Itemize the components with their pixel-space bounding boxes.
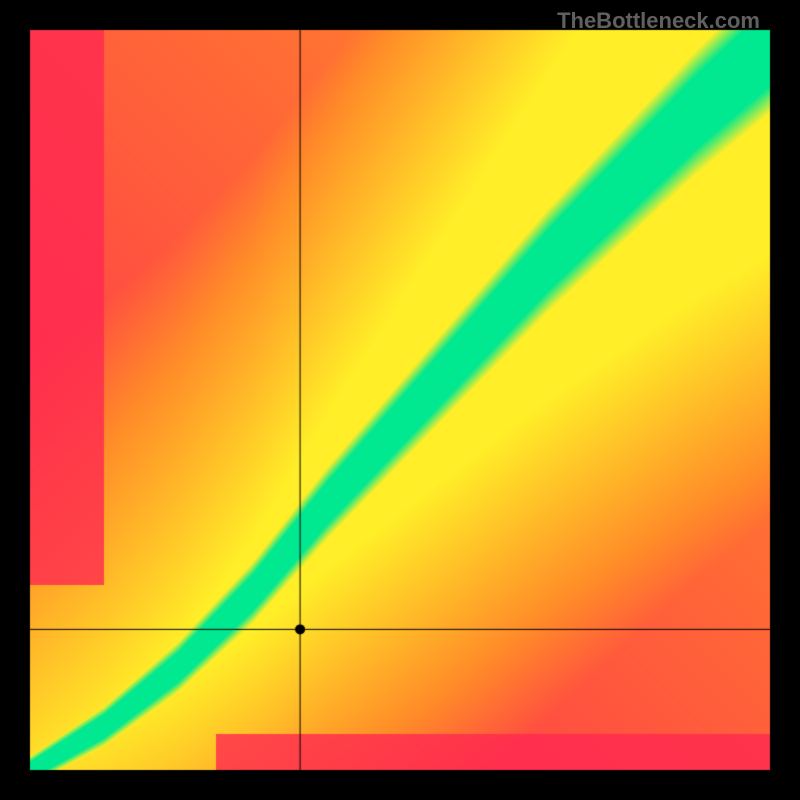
bottleneck-heatmap-container: TheBottleneck.com	[0, 0, 800, 800]
watermark-text: TheBottleneck.com	[557, 8, 760, 34]
heatmap-canvas	[0, 0, 800, 800]
